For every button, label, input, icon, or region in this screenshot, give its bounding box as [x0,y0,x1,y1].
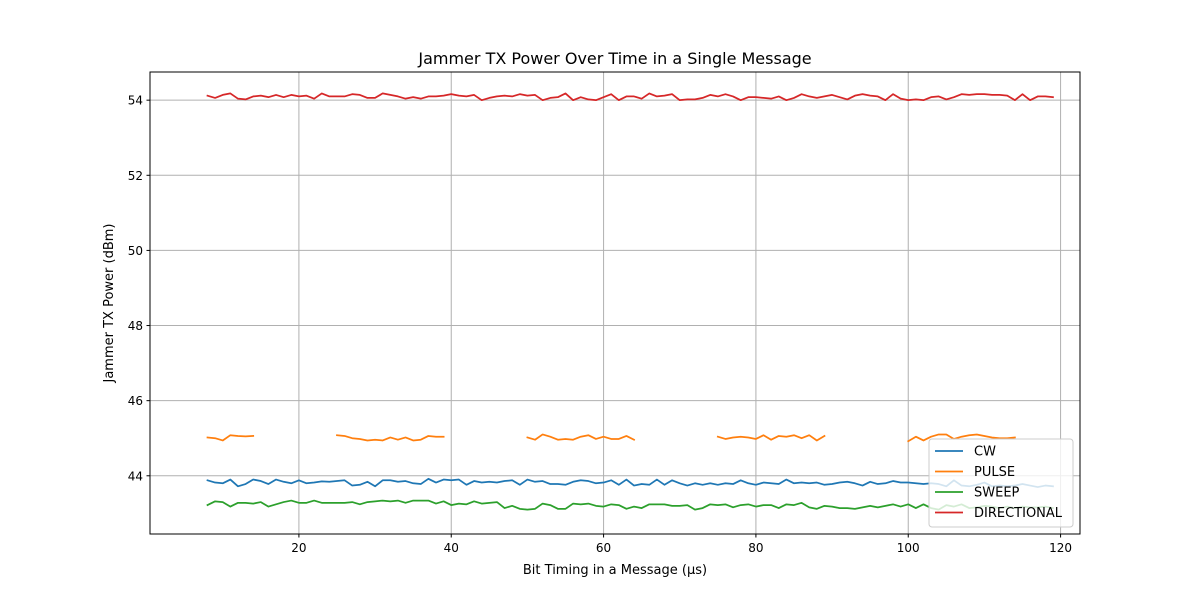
series-line-pulse [336,434,445,442]
series-line-sweep [206,499,1054,511]
legend: CW PULSE SWEEP DIRECTIONAL [928,438,1074,528]
legend-label-directional: DIRECTIONAL [974,506,1063,521]
series-line-pulse [206,434,255,442]
plot-frame [149,71,1081,535]
x-tick-label: 20 [291,541,306,555]
y-tick-label: 52 [128,169,143,183]
series-line-directional [206,92,1054,102]
x-tick-label: 120 [1049,541,1072,555]
x-axis-label: Bit Timing in a Message (µs) [523,563,707,578]
y-tick-label: 46 [128,394,143,408]
legend-label-pulse: PULSE [974,465,1015,480]
x-tick-label: 60 [596,541,611,555]
legend-label-cw: CW [974,445,996,460]
series-line-pulse [716,434,826,442]
chart-title: Jammer TX Power Over Time in a Single Me… [417,49,811,68]
y-tick-label: 54 [128,94,143,108]
axis-ticks: 20 40 60 80 100 120 44 46 48 50 52 54 [128,94,1072,555]
series-line-pulse [907,433,1016,443]
y-axis-label: Jammer TX Power (dBm) [102,224,117,384]
y-tick-label: 44 [128,469,143,483]
x-tick-label: 80 [748,541,763,555]
series-line-pulse [526,433,636,441]
y-tick-label: 48 [128,319,143,333]
x-tick-label: 100 [897,541,920,555]
series-lines [206,92,1054,511]
legend-label-sweep: SWEEP [974,486,1020,501]
y-tick-label: 50 [128,244,143,258]
grid-lines [150,72,1080,534]
x-tick-label: 40 [444,541,459,555]
series-line-cw [206,477,1054,488]
legend-box [928,438,1074,528]
